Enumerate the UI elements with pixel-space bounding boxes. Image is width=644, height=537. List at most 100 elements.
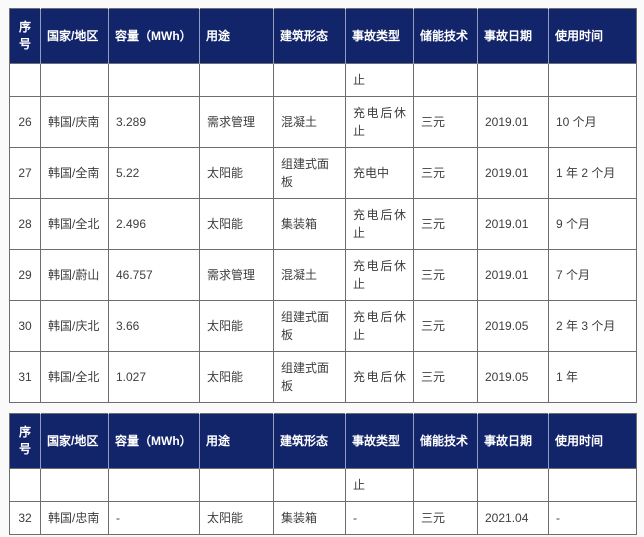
table-cell: 韩国/庆北 bbox=[40, 300, 109, 352]
table-cell: 3.66 bbox=[108, 300, 200, 352]
column-header: 储能技术 bbox=[413, 413, 478, 469]
table-cell: 组建式面板 bbox=[273, 351, 346, 403]
table-row: 27 韩国/全南 5.22 太阳能 组建式面板 充电中 三元 2019.01 1 年 2 个月 bbox=[9, 147, 637, 199]
table-cell: 9 个月 bbox=[548, 198, 637, 250]
table-cell: 32 bbox=[9, 501, 41, 535]
table-cell: 29 bbox=[9, 249, 41, 301]
table-cell: 5.22 bbox=[108, 147, 200, 199]
table-cell: - bbox=[108, 501, 200, 535]
table-row: 32 韩国/忠南 - 太阳能 集装箱 - 三元 2021.04- bbox=[9, 501, 637, 535]
column-header: 建筑形态 bbox=[273, 8, 346, 64]
table-cell: 太阳能 bbox=[199, 147, 274, 199]
table-row: 止 bbox=[9, 468, 637, 502]
table-cell: 三元 bbox=[413, 249, 478, 301]
table-cell: 集装箱 bbox=[273, 198, 346, 250]
table-cell bbox=[273, 63, 346, 97]
table-cell: 充电后休止 bbox=[345, 96, 414, 148]
table-cell: 混凝土 bbox=[273, 96, 346, 148]
column-header: 事故类型 bbox=[345, 8, 414, 64]
table-cell: 2019.01 bbox=[477, 147, 549, 199]
table-cell: 1 年 2 个月 bbox=[548, 147, 637, 199]
table-cell bbox=[548, 63, 637, 97]
column-header: 事故日期 bbox=[477, 8, 549, 64]
column-header: 事故类型 bbox=[345, 413, 414, 469]
header-row: 序号 国家/地区 容量（MWh） 用途 建筑形态 事故类型 储能技术 事故日期 使用时间 bbox=[9, 413, 637, 469]
table-cell bbox=[108, 468, 200, 502]
table-cell: 韩国/蔚山 bbox=[40, 249, 109, 301]
table-cell: 2019.05 bbox=[477, 351, 549, 403]
table-cell: 组建式面板 bbox=[273, 147, 346, 199]
table-cell: 韩国/全北 bbox=[40, 198, 109, 250]
table-cell: 混凝土 bbox=[273, 249, 346, 301]
table-cell: 三元 bbox=[413, 147, 478, 199]
table-cell bbox=[40, 468, 109, 502]
table-cell: 三元 bbox=[413, 198, 478, 250]
column-header: 容量（MWh） bbox=[108, 8, 200, 64]
table-row: 止 bbox=[9, 63, 637, 97]
table-cell: 止 bbox=[345, 468, 414, 502]
table-cell bbox=[40, 63, 109, 97]
table-row: 30 韩国/庆北 3.66 太阳能 组建式面板 充电后休止 三元 2019.05 2 年 3 个… bbox=[9, 300, 637, 352]
column-header: 建筑形态 bbox=[273, 413, 346, 469]
table-cell bbox=[477, 63, 549, 97]
table-cell bbox=[413, 63, 478, 97]
table-cell: 充电后休止 bbox=[345, 198, 414, 250]
table-cell: 1.027 bbox=[108, 351, 200, 403]
table-cell bbox=[273, 468, 346, 502]
column-header: 使用时间 bbox=[548, 413, 637, 469]
table-cell bbox=[108, 63, 200, 97]
table-cell: 2021.04 bbox=[477, 501, 549, 535]
table-cell: 需求管理 bbox=[199, 249, 274, 301]
table-cell: 充电后休止 bbox=[345, 300, 414, 352]
table-cell: 27 bbox=[9, 147, 41, 199]
table-cell: 2019.01 bbox=[477, 198, 549, 250]
incident-table-page1: 序号 国家/地区 容量（MWh） 用途 建筑形态 事故类型 储能技术 事故日期 使用时间 止 26… bbox=[9, 8, 637, 403]
column-header: 用途 bbox=[199, 413, 274, 469]
column-header: 国家/地区 bbox=[40, 413, 109, 469]
header-row: 序号 国家/地区 容量（MWh） 用途 建筑形态 事故类型 储能技术 事故日期 使用时间 bbox=[9, 8, 637, 64]
table-cell: 集装箱 bbox=[273, 501, 346, 535]
table-cell: 31 bbox=[9, 351, 41, 403]
table-cell: 三元 bbox=[413, 96, 478, 148]
table-cell: 太阳能 bbox=[199, 501, 274, 535]
table-cell: 3.289 bbox=[108, 96, 200, 148]
table-cell: 2019.01 bbox=[477, 96, 549, 148]
table-cell: 26 bbox=[9, 96, 41, 148]
table-cell: 韩国/全南 bbox=[40, 147, 109, 199]
table-cell: 三元 bbox=[413, 300, 478, 352]
column-header: 用途 bbox=[199, 8, 274, 64]
table-cell: 太阳能 bbox=[199, 300, 274, 352]
table-cell: 三元 bbox=[413, 501, 478, 535]
table-cell: 10 个月 bbox=[548, 96, 637, 148]
table-row: 28 韩国/全北 2.496 太阳能 集装箱 充电后休止 三元 2019.01 9 个月 bbox=[9, 198, 637, 250]
incident-table-page2: 序号 国家/地区 容量（MWh） 用途 建筑形态 事故类型 储能技术 事故日期 使用时间 止 32… bbox=[9, 413, 637, 535]
table-cell: 7 个月 bbox=[548, 249, 637, 301]
table-cell: 充电后休止 bbox=[345, 249, 414, 301]
table-cell: 三元 bbox=[413, 351, 478, 403]
table-cell: 2.496 bbox=[108, 198, 200, 250]
table-cell bbox=[477, 468, 549, 502]
column-header: 序号 bbox=[9, 413, 41, 469]
table-cell: 止 bbox=[345, 63, 414, 97]
table-cell bbox=[199, 63, 274, 97]
table-cell: 组建式面板 bbox=[273, 300, 346, 352]
table-cell: 2019.01 bbox=[477, 249, 549, 301]
table-cell bbox=[413, 468, 478, 502]
column-header: 使用时间 bbox=[548, 8, 637, 64]
table-row: 31 韩国/全北 1.027 太阳能 组建式面板 充电后休 三元 2019.05 1 年 bbox=[9, 351, 637, 403]
column-header: 储能技术 bbox=[413, 8, 478, 64]
table-cell: 30 bbox=[9, 300, 41, 352]
table-cell: 2019.05 bbox=[477, 300, 549, 352]
table-cell: 韩国/庆南 bbox=[40, 96, 109, 148]
table-row: 29 韩国/蔚山 46.757 需求管理 混凝土 充电后休止 三元 2019.01 7 个月 bbox=[9, 249, 637, 301]
table-cell: - bbox=[548, 501, 637, 535]
column-header: 容量（MWh） bbox=[108, 413, 200, 469]
table-cell: 韩国/忠南 bbox=[40, 501, 109, 535]
column-header: 序号 bbox=[9, 8, 41, 64]
table-cell: 需求管理 bbox=[199, 96, 274, 148]
table-cell: 46.757 bbox=[108, 249, 200, 301]
table-cell: 2 年 3 个月 bbox=[548, 300, 637, 352]
table-row: 26 韩国/庆南 3.289 需求管理 混凝土 充电后休止 三元 2019.01 10 个月 bbox=[9, 96, 637, 148]
column-header: 国家/地区 bbox=[40, 8, 109, 64]
